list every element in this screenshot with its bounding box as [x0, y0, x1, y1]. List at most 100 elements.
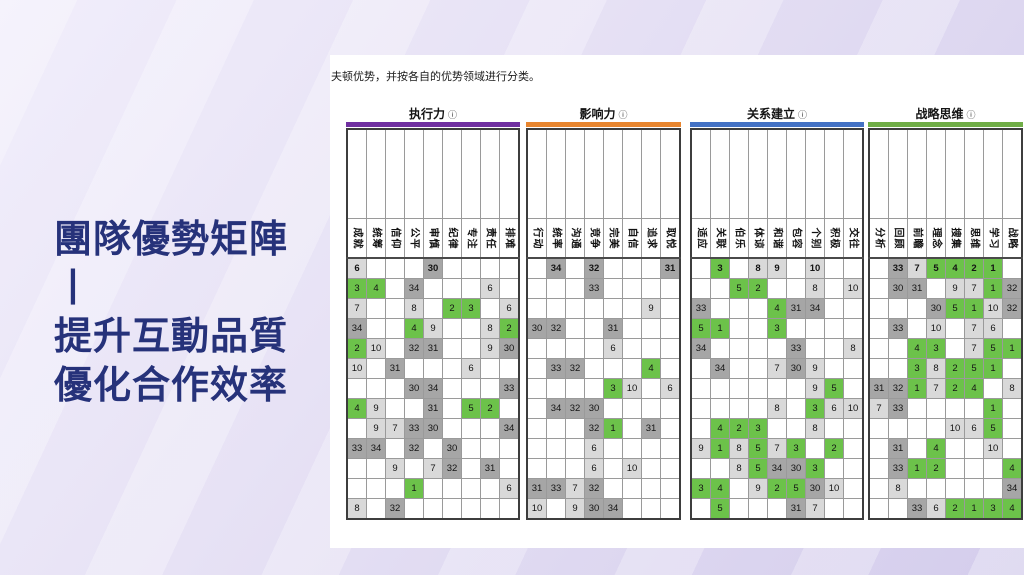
- rank-cell: 6: [824, 398, 844, 419]
- rank-cell: [546, 278, 566, 299]
- rank-cell: [748, 318, 768, 339]
- rank-cell: 6: [499, 298, 520, 319]
- column-label-cell: 取悦: [660, 218, 681, 259]
- member-name-cell: [480, 128, 500, 219]
- group-title: 影响力 ⓘ: [526, 105, 681, 122]
- rank-cell: [499, 257, 520, 279]
- rank-cell: [526, 378, 547, 399]
- column-label: 专注: [465, 227, 477, 249]
- rank-cell: 6: [983, 318, 1003, 339]
- rank-cell: [499, 398, 520, 419]
- rank-cell: [907, 398, 927, 419]
- rank-cell: 8: [926, 358, 946, 379]
- rank-cell: [442, 378, 462, 399]
- rank-cell: [385, 257, 405, 279]
- column-label: 个别: [809, 227, 821, 249]
- rank-cell: [346, 458, 367, 479]
- rank-cell: 31: [786, 498, 806, 520]
- rank-cell: 8: [729, 458, 749, 479]
- rank-cell: [499, 498, 520, 520]
- rank-cell: 30: [499, 338, 520, 359]
- rank-cell: [983, 458, 1003, 479]
- rank-cell: [641, 438, 661, 459]
- rank-cell: 7: [907, 257, 927, 279]
- rank-cell: [366, 478, 386, 499]
- info-icon: ⓘ: [448, 110, 458, 120]
- column-label-cell: 统筹: [366, 218, 386, 259]
- rank-cell: [603, 438, 623, 459]
- rank-cell: 7: [964, 278, 984, 299]
- member-name-cell: [888, 128, 908, 219]
- rank-cell: [805, 438, 825, 459]
- rank-cell: [748, 358, 768, 379]
- rank-cell: 4: [964, 378, 984, 399]
- rank-cell: [888, 338, 908, 359]
- strength-group-2: 影响力 ⓘ 行动 统率 沟通 竞争 完美 自信 追求 取悦 34 32 31 33 9 30 32 31 6 33 32…: [526, 105, 681, 520]
- rank-cell: 34: [546, 398, 566, 419]
- rank-cell: 34: [603, 498, 623, 520]
- rank-cell: [690, 257, 711, 279]
- rank-cell: [546, 458, 566, 479]
- rank-cell: [748, 378, 768, 399]
- rank-cell: 30: [442, 438, 462, 459]
- rank-cell: 33: [546, 478, 566, 499]
- rank-cell: 10: [983, 438, 1003, 459]
- rank-cell: [622, 298, 642, 319]
- rank-cell: [1002, 418, 1023, 439]
- rank-cell: 6: [346, 257, 367, 279]
- rank-cell: [690, 358, 711, 379]
- rank-cell: 10: [805, 257, 825, 279]
- rank-cell: 31: [868, 378, 889, 399]
- rank-cell: [1002, 398, 1023, 419]
- rank-cell: 10: [622, 378, 642, 399]
- rank-cell: 6: [964, 418, 984, 439]
- column-label-cell: 成就: [346, 218, 367, 259]
- rank-cell: 9: [641, 298, 661, 319]
- rank-cell: 34: [767, 458, 787, 479]
- rank-cell: 4: [1002, 458, 1023, 479]
- rank-cell: [423, 438, 443, 459]
- title-line-1: 團隊優勢矩陣丨: [54, 219, 289, 310]
- rank-cell: [748, 398, 768, 419]
- rank-cell: [546, 378, 566, 399]
- column-label: 完美: [607, 227, 619, 249]
- rank-cell: [480, 378, 500, 399]
- group-title: 关系建立 ⓘ: [690, 105, 864, 122]
- rank-cell: [385, 398, 405, 419]
- rank-cell: [423, 278, 443, 299]
- rank-cell: [964, 478, 984, 499]
- rank-cell: 30: [786, 358, 806, 379]
- rank-cell: 2: [945, 378, 965, 399]
- rank-cell: [366, 458, 386, 479]
- matrix-row: 32 1 31: [526, 418, 681, 439]
- group-grid: 成就 统筹 信仰 公平 审慎 纪律 专注 责任 排难 6 30 3 4 34 6 7 8 2 3 6 34 4 9 8 2 2 10…: [346, 128, 520, 520]
- rank-cell: 1: [907, 378, 927, 399]
- rank-cell: [843, 458, 864, 479]
- rank-cell: [767, 378, 787, 399]
- rank-cell: [868, 498, 889, 520]
- rank-cell: [442, 338, 462, 359]
- column-label-cell: 理念: [926, 218, 946, 259]
- rank-cell: 1: [983, 278, 1003, 299]
- group-title-text: 战略思维: [915, 107, 964, 121]
- strength-group-1: 执行力 ⓘ 成就 统筹 信仰 公平 审慎 纪律 专注 责任 排难 6 30 3 4 34 6 7 8 2 3 6 34 4 9 8…: [346, 105, 520, 520]
- rank-cell: 32: [584, 478, 604, 499]
- rank-cell: 5: [964, 358, 984, 379]
- rank-cell: 4: [907, 338, 927, 359]
- column-label: 积极: [828, 227, 840, 249]
- rank-cell: 34: [690, 338, 711, 359]
- rank-cell: 9: [565, 498, 585, 520]
- rank-cell: 2: [767, 478, 787, 499]
- rank-cell: [385, 298, 405, 319]
- rank-cell: [786, 418, 806, 439]
- rank-cell: [622, 257, 642, 279]
- column-label-cell: 学习: [983, 218, 1003, 259]
- rank-cell: [641, 398, 661, 419]
- rank-cell: 7: [805, 498, 825, 520]
- rank-cell: 5: [786, 478, 806, 499]
- member-name-cell: [748, 128, 768, 219]
- rank-cell: [366, 498, 386, 520]
